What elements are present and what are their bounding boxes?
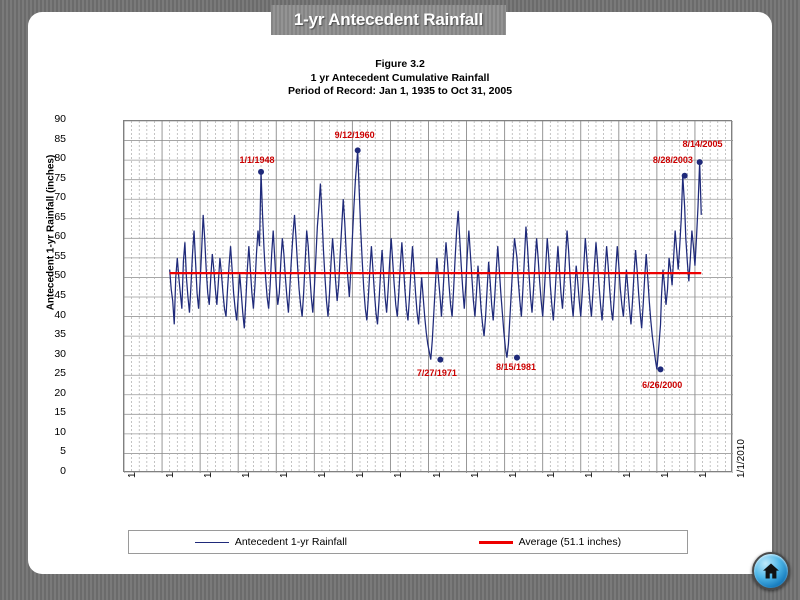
legend-swatch — [478, 540, 513, 544]
annotation-label: 6/26/2000 — [642, 379, 683, 390]
annotation-label: 8/28/2003 — [652, 155, 693, 166]
annotation-label: 8/15/1981 — [496, 362, 537, 373]
y-tick-label: 85 — [54, 132, 66, 145]
y-tick-label: 90 — [54, 113, 66, 125]
legend-swatch — [194, 541, 229, 543]
chart-title-line1: Figure 3.2 — [375, 58, 425, 70]
y-tick-label: 45 — [54, 289, 66, 301]
chart-title-line3: Period of Record: Jan 1, 1935 to Oct 31,… — [287, 85, 513, 97]
y-tick-label: 10 — [54, 425, 66, 438]
slide-canvas: Figure 3.2 1 yr Antecedent Cumulative Ra… — [28, 12, 772, 574]
annotation-marker — [437, 356, 444, 363]
annotation-label: 1/1/1948 — [239, 155, 275, 166]
y-tick-label: 35 — [54, 328, 66, 341]
home-button[interactable] — [752, 552, 790, 590]
annotation-marker — [696, 159, 703, 166]
plot-svg — [124, 121, 733, 473]
y-tick-label: 30 — [54, 347, 66, 360]
chart-title-line2: 1 yr Antecedent Cumulative Rainfall — [310, 71, 490, 84]
legend-item: Antecedent 1-yr Rainfall — [194, 536, 347, 548]
annotation-marker — [657, 366, 664, 373]
y-tick-label: 55 — [54, 249, 66, 262]
y-tick-label: 40 — [54, 308, 66, 321]
annotation-marker — [681, 172, 688, 179]
annotation-label: 8/14/2005 — [682, 139, 723, 150]
legend-item: Average (51.1 inches) — [478, 536, 622, 548]
annotation-label: 9/12/1960 — [334, 129, 375, 140]
y-tick-label: 25 — [54, 367, 66, 380]
x-tick-label: 1/1/2010 — [736, 439, 747, 478]
legend-label: Average (51.1 inches) — [518, 536, 622, 548]
y-tick-label: 0 — [60, 465, 66, 477]
annotation-label: 7/27/1971 — [416, 368, 457, 379]
y-tick-label: 60 — [54, 230, 66, 243]
annotation-marker — [258, 168, 265, 175]
chart-title-block: Figure 3.2 1 yr Antecedent Cumulative Ra… — [28, 58, 772, 99]
title-banner: 1-yr Antecedent Rainfall — [271, 5, 506, 35]
chart-area: Antecedent 1-yr Rainfall (inches) 90 85 80… — [28, 12, 772, 574]
banner-title: 1-yr Antecedent Rainfall — [293, 10, 484, 29]
plot-canvas — [123, 120, 733, 473]
y-tick-label: 75 — [54, 171, 66, 184]
y-tick-label: 20 — [54, 386, 66, 399]
home-icon — [763, 563, 779, 579]
y-tick-label: 65 — [54, 210, 66, 223]
y-tick-label: 5 — [60, 445, 66, 458]
y-tick-label: 80 — [54, 152, 66, 165]
y-tick-label: 70 — [54, 191, 66, 204]
annotation-marker — [354, 147, 361, 154]
y-tick-label: 15 — [54, 406, 66, 419]
annotation-marker — [513, 354, 520, 361]
legend-label: Antecedent 1-yr Rainfall — [234, 536, 347, 548]
chart-legend: Antecedent 1-yr Rainfall Average (51.1 in… — [128, 530, 688, 554]
series-antecedent-rainfall — [169, 150, 702, 370]
y-tick-label: 50 — [54, 269, 66, 282]
